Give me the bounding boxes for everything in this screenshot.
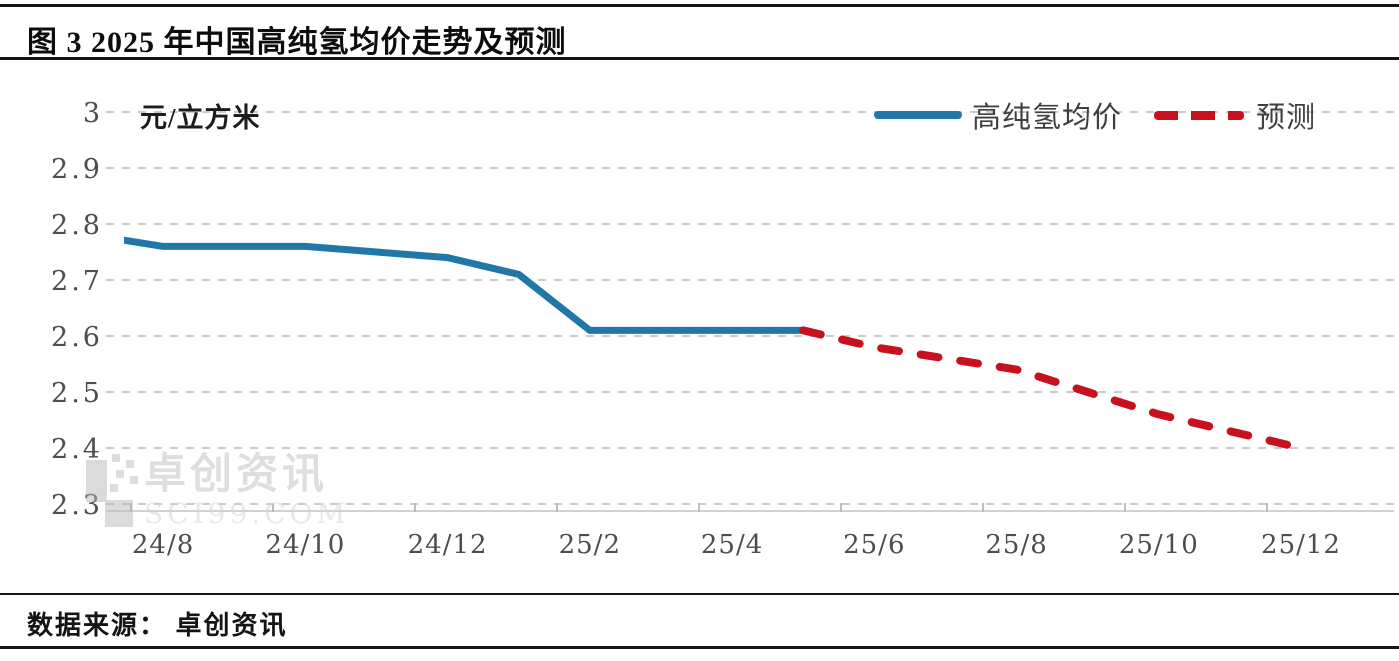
top-rule: [0, 4, 1399, 7]
y-tick-label: 2.6: [51, 322, 103, 353]
y-tick-label: 2.8: [51, 210, 103, 241]
watermark-domain-text: SCI99.COM: [144, 497, 350, 530]
x-tick-label: 24/12: [408, 530, 488, 560]
forecast-series-line: [799, 326, 1305, 452]
price-trend-chart: 32.92.82.72.62.52.42.324/8 24/10 24/12 25/2…: [51, 98, 1394, 560]
data-source-note: 数据来源： 卓创资讯: [27, 611, 288, 640]
x-tick-label: 25/2: [559, 530, 621, 560]
y-tick-label: 2.7: [51, 266, 103, 297]
legend-item-forecast[interactable]: 预测: [1154, 94, 1316, 136]
legend-label-actual: 高纯氢均价: [972, 102, 1123, 134]
page-title: 图 3 2025 年中国高纯氢均价走势及预测: [27, 26, 567, 59]
x-tick-label: 25/4: [701, 530, 763, 560]
x-tick-label: 24/8: [132, 530, 194, 560]
y-tick-label: 3: [83, 98, 103, 129]
y-tick-label: 2.5: [51, 378, 103, 409]
legend-item-actual[interactable]: 高纯氢均价: [874, 94, 1122, 136]
y-tick-label: 2.9: [51, 154, 103, 185]
x-tick-label: 25/10: [1119, 530, 1199, 560]
legend: 高纯氢均价 预测: [874, 98, 1316, 134]
y-axis-unit-label: 元/立方米: [140, 103, 261, 133]
y-tick-label: 2.4: [51, 434, 103, 465]
actual-series-line: [124, 236, 807, 334]
watermark: 卓创资讯 SCI99.COM: [84, 452, 354, 532]
legend-label-forecast: 预测: [1256, 102, 1317, 134]
x-tick-label: 25/12: [1261, 530, 1341, 560]
title-underline-rule: [0, 57, 1399, 60]
footer-bottom-rule: [0, 646, 1399, 649]
x-tick-label: 25/6: [843, 530, 905, 560]
watermark-brand-text: 卓创资讯: [144, 452, 329, 498]
solid-line-swatch-icon: [874, 111, 962, 119]
x-tick-label: 25/8: [985, 530, 1047, 560]
x-tick-label: 24/10: [265, 530, 345, 560]
dashed-line-swatch-icon: [1154, 110, 1245, 120]
footer-top-rule: [0, 593, 1399, 595]
